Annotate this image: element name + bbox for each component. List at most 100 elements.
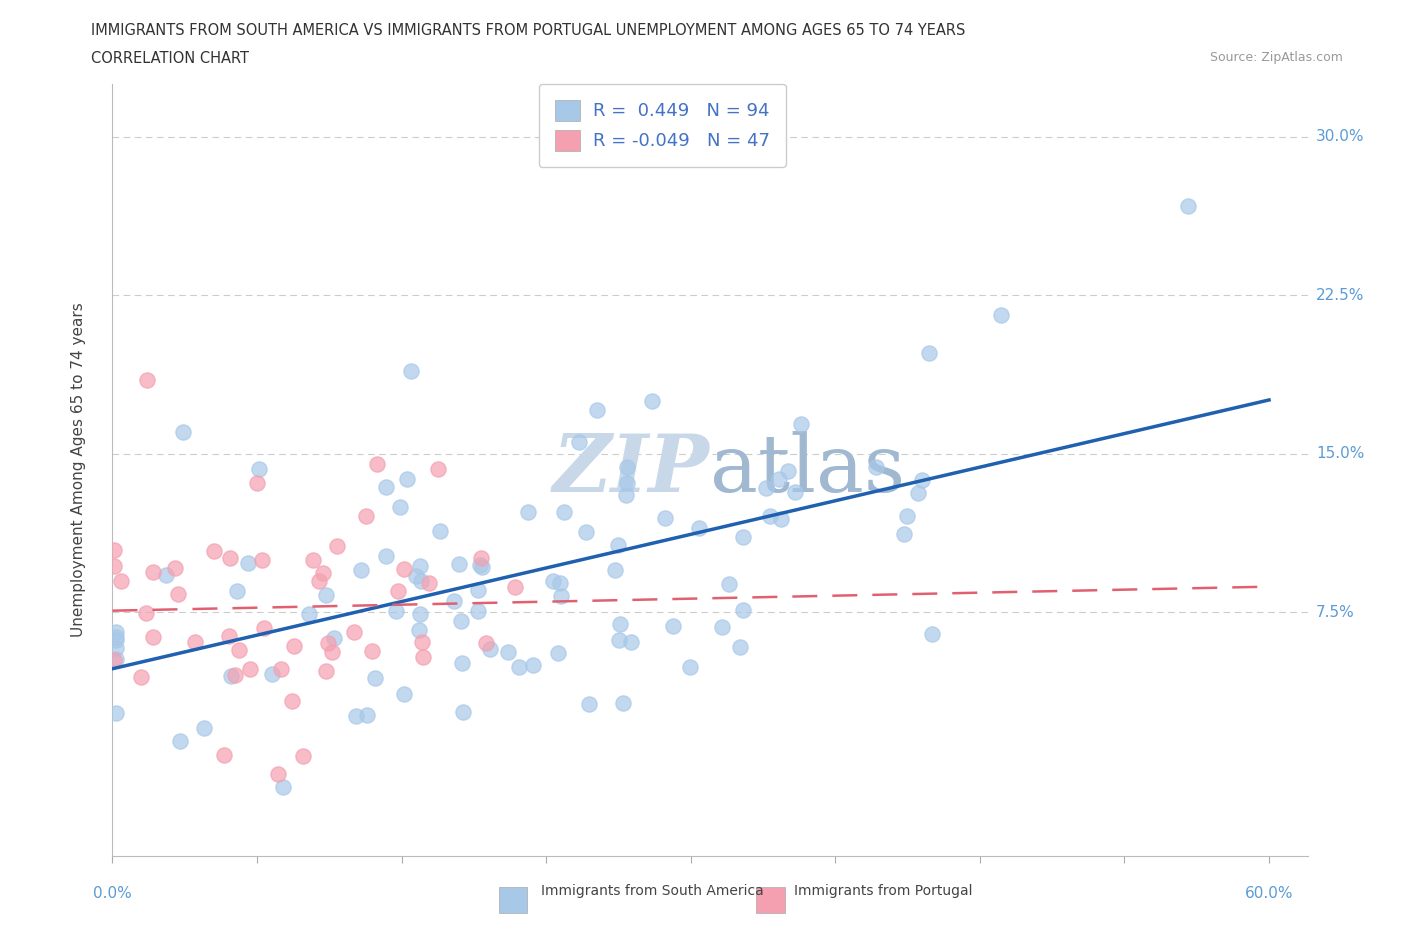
Point xyxy=(731,603,754,618)
Point xyxy=(374,549,396,564)
Point xyxy=(661,618,683,633)
Point xyxy=(553,505,575,520)
Point xyxy=(136,372,159,387)
Point xyxy=(470,551,492,565)
Point xyxy=(184,634,207,649)
Point xyxy=(467,604,489,618)
Point xyxy=(467,583,489,598)
Point xyxy=(219,551,242,565)
Point xyxy=(443,593,465,608)
Point xyxy=(344,709,367,724)
Point xyxy=(609,617,631,631)
Point xyxy=(710,620,733,635)
Point xyxy=(688,521,710,536)
Point xyxy=(356,509,378,524)
Y-axis label: Unemployment Among Ages 65 to 74 years: Unemployment Among Ages 65 to 74 years xyxy=(72,302,86,637)
Point xyxy=(893,527,915,542)
Point xyxy=(408,622,430,637)
Point xyxy=(990,308,1012,323)
Point xyxy=(349,563,371,578)
Point xyxy=(755,481,778,496)
Point xyxy=(505,579,527,594)
Point xyxy=(105,640,128,655)
Text: IMMIGRANTS FROM SOUTH AMERICA VS IMMIGRANTS FROM PORTUGAL UNEMPLOYMENT AMONG AGE: IMMIGRANTS FROM SOUTH AMERICA VS IMMIGRA… xyxy=(91,23,966,38)
Point xyxy=(426,461,449,476)
Point xyxy=(911,472,934,487)
Point xyxy=(169,734,191,749)
Point xyxy=(105,706,128,721)
Text: Source: ZipAtlas.com: Source: ZipAtlas.com xyxy=(1209,51,1343,64)
Point xyxy=(865,459,887,474)
Point xyxy=(411,634,433,649)
Point xyxy=(896,509,918,524)
Point xyxy=(418,576,440,591)
Point xyxy=(616,459,638,474)
Point xyxy=(103,559,125,574)
Point xyxy=(105,633,128,648)
Point xyxy=(225,584,247,599)
Point xyxy=(607,632,630,647)
Point xyxy=(247,462,270,477)
Point xyxy=(768,472,790,486)
Point xyxy=(395,472,418,486)
Point xyxy=(450,656,472,671)
Text: 7.5%: 7.5% xyxy=(1316,604,1354,620)
Text: 60.0%: 60.0% xyxy=(1244,886,1294,901)
Point xyxy=(543,573,565,588)
Point xyxy=(759,508,782,523)
Point xyxy=(453,705,475,720)
Text: 0.0%: 0.0% xyxy=(93,886,132,901)
Point xyxy=(522,658,544,673)
Point xyxy=(315,588,337,603)
Point xyxy=(343,625,366,640)
Point xyxy=(315,664,337,679)
Point xyxy=(921,626,943,641)
Point xyxy=(301,552,323,567)
Point xyxy=(783,485,806,499)
Point xyxy=(384,604,406,618)
Point xyxy=(283,638,305,653)
Point xyxy=(103,653,125,668)
Point xyxy=(516,505,538,520)
Point xyxy=(212,748,235,763)
Point xyxy=(228,643,250,658)
Point xyxy=(389,499,412,514)
Point xyxy=(412,649,434,664)
Point xyxy=(616,476,638,491)
Point xyxy=(387,583,409,598)
Point xyxy=(260,667,283,682)
Point xyxy=(165,561,187,576)
Point xyxy=(298,607,321,622)
Point xyxy=(193,721,215,736)
Point xyxy=(728,640,751,655)
Point xyxy=(450,614,472,629)
Point xyxy=(586,403,609,418)
Text: Immigrants from South America: Immigrants from South America xyxy=(541,884,763,898)
Point xyxy=(236,555,259,570)
Point xyxy=(550,588,572,603)
Point xyxy=(267,767,290,782)
Point xyxy=(399,364,422,379)
Point xyxy=(271,779,294,794)
Point xyxy=(239,662,262,677)
Point xyxy=(470,559,492,574)
Point xyxy=(548,576,571,591)
Point xyxy=(252,620,274,635)
Point xyxy=(769,512,792,526)
Point xyxy=(142,630,165,644)
Point xyxy=(105,630,128,644)
Text: 15.0%: 15.0% xyxy=(1316,446,1364,461)
Point xyxy=(323,631,346,645)
Point xyxy=(281,694,304,709)
Point xyxy=(202,543,225,558)
Point xyxy=(270,661,292,676)
Point xyxy=(361,644,384,658)
Point xyxy=(155,567,177,582)
Point xyxy=(129,670,152,684)
Point xyxy=(224,667,246,682)
Point xyxy=(612,696,634,711)
Point xyxy=(105,625,128,640)
Point xyxy=(496,644,519,659)
Point xyxy=(679,659,702,674)
Point xyxy=(110,574,132,589)
